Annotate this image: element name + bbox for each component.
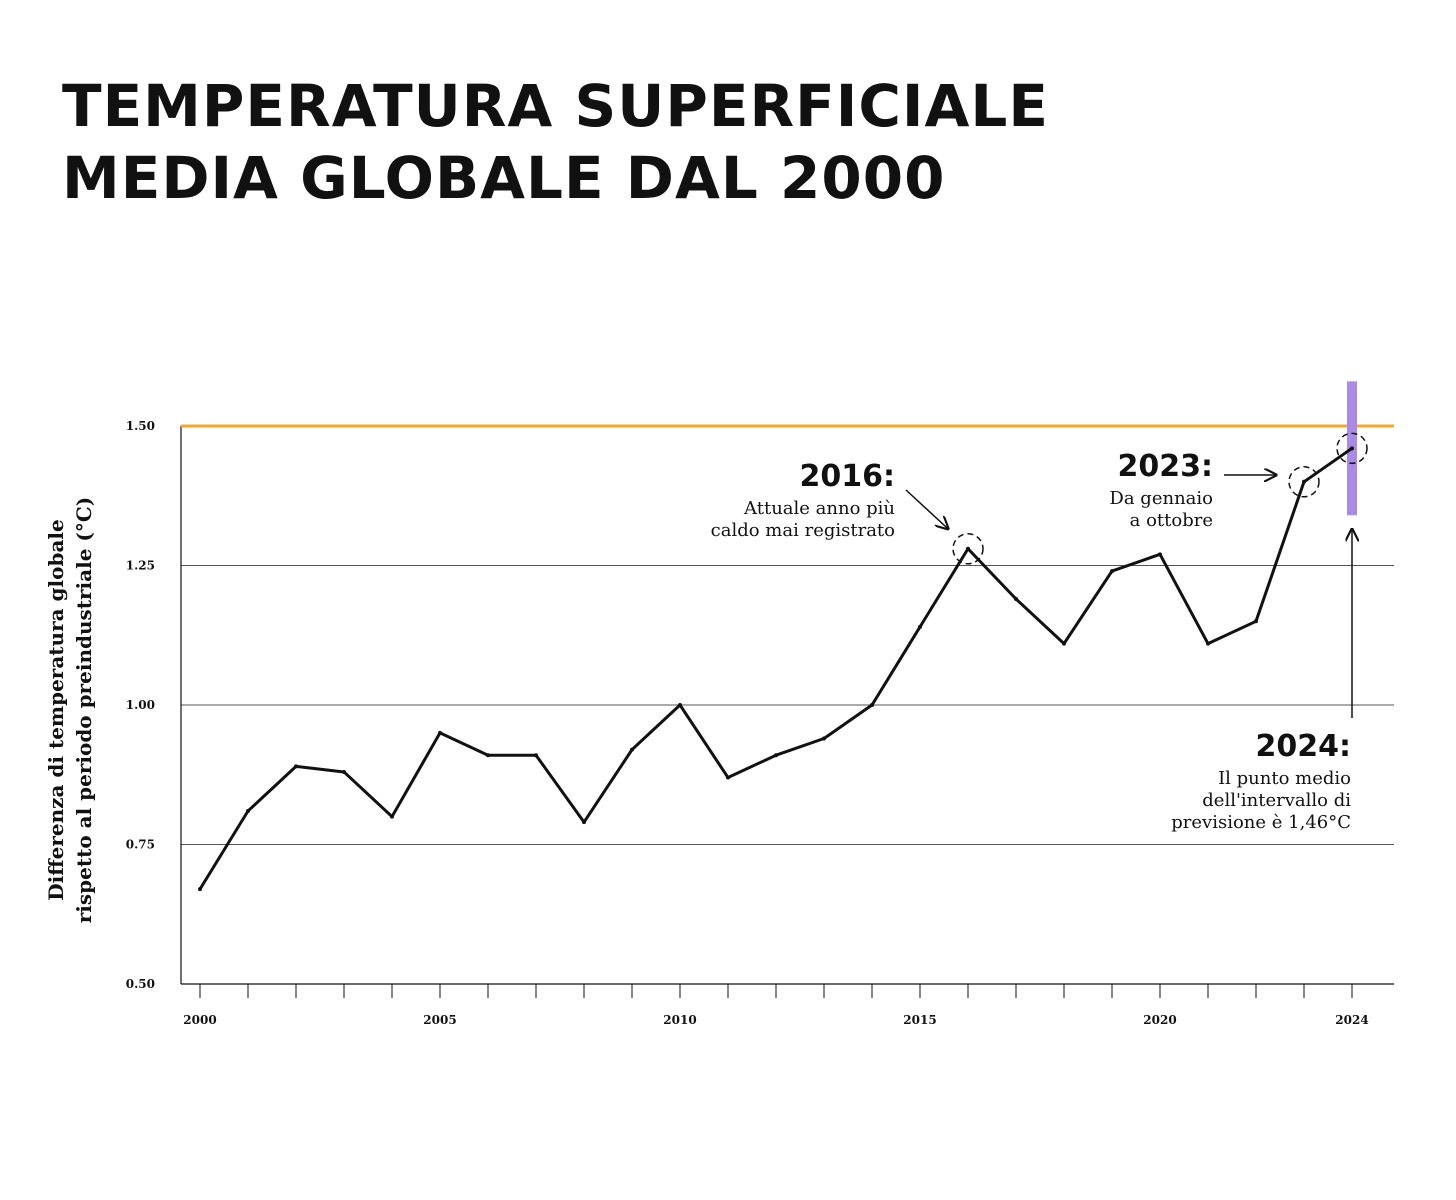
x-tick-label-2010: 2010 (663, 1013, 696, 1027)
x-tick-label-2024: 2024 (1335, 1013, 1368, 1027)
y-tick-label-1.50: 1.50 (126, 419, 155, 433)
data-point-2022 (1254, 619, 1258, 624)
highlight-circle-2024 (1336, 432, 1368, 465)
annotation-text-2016-2: caldo mai registrato (711, 520, 895, 541)
data-point-2014 (870, 703, 874, 707)
data-point-2008 (582, 820, 586, 825)
data-point-2018 (1062, 641, 1066, 646)
annotation-text-2024-3: previsione è 1,46°C (1171, 812, 1351, 833)
highlight-circle-2016 (952, 533, 984, 565)
data-point-2017 (1014, 596, 1018, 601)
chart-title: TEMPERATURA SUPERFICIALE MEDIA GLOBALE D… (62, 70, 1049, 214)
x-tick-label-2005: 2005 (423, 1013, 456, 1027)
annotation-text-2024-1: Il punto medio (1218, 768, 1351, 789)
data-point-2013 (822, 736, 826, 741)
y-tick-label-0.50: 0.50 (126, 977, 155, 991)
data-point-2004 (390, 814, 394, 819)
highlight-circle-2023 (1288, 466, 1320, 498)
annotation-title-2024: 2024: (1256, 729, 1352, 764)
data-point-2010 (678, 703, 682, 707)
y-tick-label-1.00: 1.00 (126, 698, 155, 712)
data-point-2006 (486, 753, 490, 758)
data-point-2023 (1302, 479, 1306, 484)
annotation-text-2023-2: a ottobre (1130, 510, 1213, 531)
y-tick-label-1.25: 1.25 (126, 559, 155, 573)
data-point-2003 (342, 769, 346, 774)
chart-title-line-2: MEDIA GLOBALE DAL 2000 (62, 144, 946, 212)
y-tick-label-0.75: 0.75 (126, 838, 155, 852)
data-point-2016 (966, 546, 970, 551)
x-tick-label-2015: 2015 (903, 1013, 936, 1027)
data-point-2005 (438, 730, 442, 735)
chart-title-line-1: TEMPERATURA SUPERFICIALE (62, 72, 1049, 140)
x-tick-label-2000: 2000 (183, 1013, 216, 1027)
data-point-2009 (630, 747, 634, 752)
data-point-2020 (1158, 552, 1162, 557)
data-point-2007 (534, 753, 538, 758)
annotation-text-2016-1: Attuale anno più (743, 498, 895, 519)
data-point-2019 (1110, 569, 1114, 574)
data-point-2011 (726, 775, 730, 780)
annotation-arrow-2016 (905, 489, 948, 529)
data-point-2001 (246, 809, 250, 814)
annotation-text-2023-1: Da gennaio (1109, 488, 1213, 509)
data-point-2015 (918, 624, 922, 629)
annotation-title-2023: 2023: (1118, 449, 1214, 484)
data-point-2000 (198, 887, 202, 892)
data-point-2002 (294, 764, 298, 769)
annotation-text-2024-2: dell'intervallo di (1202, 790, 1351, 811)
data-point-2024 (1350, 446, 1354, 451)
x-tick-label-2020: 2020 (1143, 1013, 1176, 1027)
data-point-2021 (1206, 641, 1210, 646)
data-point-2012 (774, 753, 778, 758)
annotation-title-2016: 2016: (800, 459, 896, 494)
